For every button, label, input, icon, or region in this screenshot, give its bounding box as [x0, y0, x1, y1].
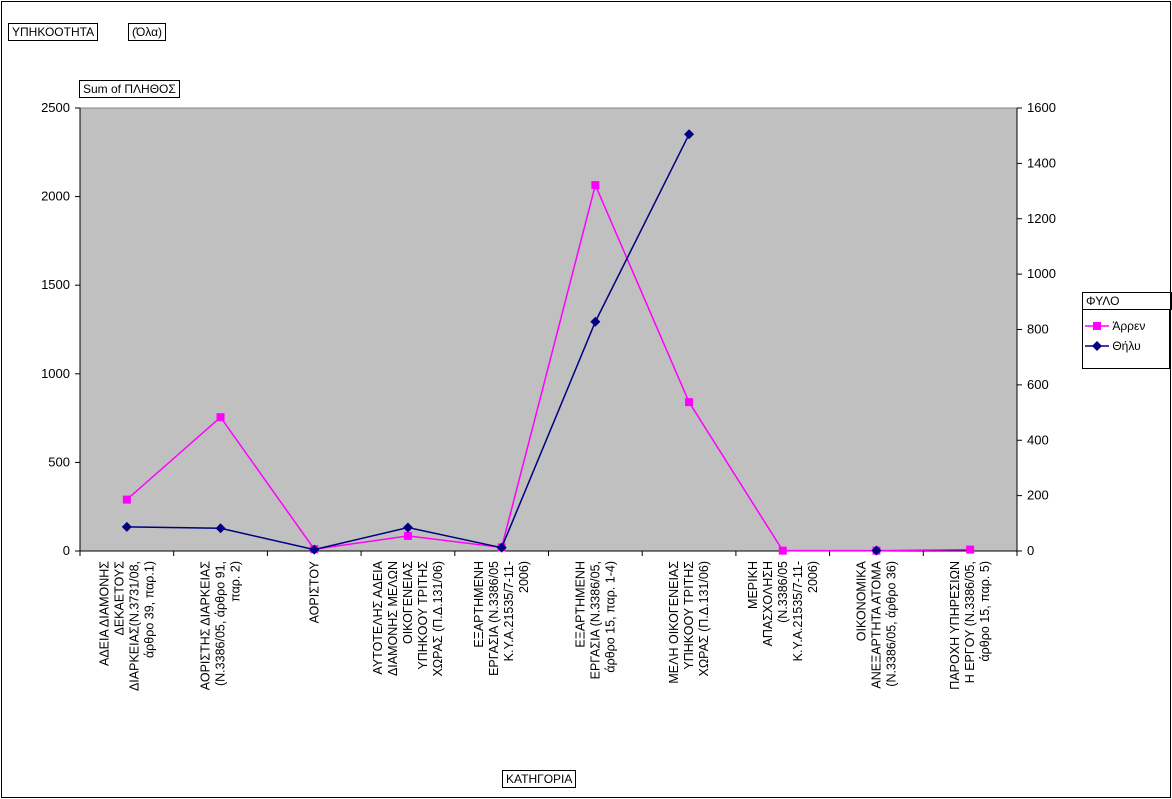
x-tick-label-line: ΑΠΑΣΧΟΛΗΣΗ: [761, 561, 775, 646]
x-tick-label-line: ΔΕΚΑΕΤΟΥΣ: [112, 561, 126, 636]
x-tick-label: ΑΔΕΙΑ ΔΙΑΜΟΝΗΣ ΔΕΚΑΕΤΟΥΣ ΔΙΑΡΚΕΙΑΣ(Ν.3731/…: [97, 561, 156, 691]
filter-value-dropdown[interactable]: (Όλα): [128, 23, 167, 41]
x-tick-label-line: ΔΙΑΜΟΝΗΣ ΜΕΛΩΝ: [386, 561, 400, 676]
series-line-male: [126, 182, 971, 552]
x-tick-label-line: ΠΑΡΟΧΗ ΥΠΗΡΕΣΙΩΝ: [948, 561, 962, 690]
data-point-female: [496, 542, 507, 553]
x-tick-label-line: ΕΡΓΑΣΙΑ (Ν.3386/05,: [588, 561, 602, 679]
filter-field-label: ΥΠΗΚΟΟΤΗΤΑ: [12, 25, 95, 39]
data-point-male: [216, 413, 225, 422]
y-right-tick-label: 1600: [1027, 100, 1056, 115]
x-tick-label: ΟΙΚΟΝΟΜΙΚΑ ΑΝΕΞΑΡΤΗΤΑ ΑΤΟΜΑ (Ν.3386/05, άρ…: [854, 560, 898, 688]
x-tick-label-line: 2006): [517, 561, 531, 593]
legend-item-male: Άρρεν: [1085, 318, 1145, 333]
data-field-button[interactable]: Sum of ΠΛΗΘΟΣ: [79, 80, 180, 98]
data-point-female: [684, 129, 695, 140]
x-tick-label: ΑΟΡΙΣΤΗΣ ΔΙΑΡΚΕΙΑΣ (Ν.3386/05, άρθρο 91, π…: [199, 561, 243, 690]
x-tick-label-line: ΥΠΗΚΟΟΥ ΤΡΙΤΗΣ: [416, 561, 430, 670]
y-left-tick-label: 2500: [41, 100, 70, 115]
filter-field-button[interactable]: ΥΠΗΚΟΟΤΗΤΑ: [8, 23, 99, 41]
y-left-tick-label: 1000: [41, 366, 70, 381]
legend-title-label: ΦΥΛΟ: [1086, 294, 1120, 308]
x-tick-label-line: ΟΙΚΟΓΕΝΕΙΑΣ: [401, 561, 415, 644]
x-tick-label-line: ΕΡΓΑΣΙΑ (Ν.3386/05: [487, 561, 501, 676]
y-right-tick-label: 800: [1027, 322, 1049, 337]
data-point-female: [215, 523, 226, 534]
data-point-female: [871, 545, 882, 556]
y-right-tick-label: 0: [1027, 543, 1034, 558]
y-left-tick-label: 2000: [41, 189, 70, 204]
x-tick-label-line: παρ. 2): [229, 561, 243, 602]
category-field-button[interactable]: ΚΑΤΗΓΟΡΙΑ: [502, 770, 577, 788]
x-tick-label: ΕΞΑΡΤΗΜΕΝΗ ΕΡΓΑΣΙΑ (Ν.3386/05 Κ.Υ.Α.21535/…: [472, 561, 531, 676]
category-field-label: ΚΑΤΗΓΟΡΙΑ: [506, 772, 573, 786]
y-right-tick-label: 400: [1027, 432, 1049, 447]
y-left-tick-label: 0: [63, 543, 70, 558]
x-tick-label: ΠΑΡΟΧΗ ΥΠΗΡΕΣΙΩΝ Η ΕΡΓΟΥ (Ν.3386/05, άρθρο…: [948, 561, 992, 690]
x-tick-label-line: Η ΕΡΓΟΥ (Ν.3386/05,: [963, 561, 977, 683]
y-right-tick-label: 600: [1027, 377, 1049, 392]
legend-item-female: Θήλυ: [1085, 338, 1141, 353]
data-point-female: [121, 521, 132, 532]
x-tick-label-line: Κ.Υ.Α.21535/7-11-: [502, 561, 516, 661]
x-tick-label: ΑΥΤΟΤΕΛΗΣ ΑΔΕΙΑ ΔΙΑΜΟΝΗΣ ΜΕΛΩΝ ΟΙΚΟΓΕΝΕΙΑΣ…: [371, 560, 445, 676]
x-tick-label-line: ΑΔΕΙΑ ΔΙΑΜΟΝΗΣ: [97, 561, 111, 666]
data-point-male: [403, 531, 412, 540]
x-tick-label: ΜΕΡΙΚΗ ΑΠΑΣΧΟΛΗΣΗ (Ν.3386/05 Κ.Υ.Α.21535/7-…: [746, 561, 820, 661]
x-tick-label: ΕΞΑΡΤΗΜΕΝΗ ΕΡΓΑΣΙΑ (Ν.3386/05, άρθρο 15, π…: [573, 561, 617, 679]
legend-title[interactable]: ΦΥΛΟ: [1082, 292, 1172, 310]
legend: ΦΥΛΟ Άρρεν Θήλυ: [1082, 292, 1172, 370]
x-tick-label-line: άρθρο 15, παρ. 5): [978, 561, 992, 662]
x-tick-label-line: ΑΟΡΙΣΤΗΣ ΔΙΑΡΚΕΙΑΣ: [199, 561, 213, 690]
x-tick-label-line: ΑΝΕΞΑΡΤΗΤΑ ΑΤΟΜΑ: [869, 560, 883, 688]
plot-area: [79, 107, 1018, 552]
legend-male-marker: [1085, 319, 1109, 333]
legend-body: Άρρεν Θήλυ: [1082, 310, 1170, 369]
legend-male-label: Άρρεν: [1112, 318, 1146, 333]
data-field-label: Sum of ΠΛΗΘΟΣ: [83, 82, 176, 96]
x-tick-label-line: ΑΥΤΟΤΕΛΗΣ ΑΔΕΙΑ: [371, 560, 385, 674]
x-tick-label-line: άρθρο 39, παρ.1): [142, 561, 156, 658]
data-point-female: [309, 544, 320, 555]
y-right-tick-label: 1200: [1027, 211, 1056, 226]
data-point-female: [590, 316, 601, 327]
x-tick-label: ΜΕΛΗ ΟΙΚΟΓΕΝΕΙΑΣ ΥΠΗΚΟΟΥ ΤΡΙΤΗΣ ΧΩΡΑΣ (Π.Δ…: [667, 561, 711, 684]
x-tick-label-line: Κ.Υ.Α.21535/7-11-: [791, 561, 805, 661]
x-tick-label-line: ΜΕΡΙΚΗ: [746, 561, 760, 609]
data-point-male: [685, 398, 694, 407]
x-tick-label-line: ΧΩΡΑΣ (Π.Δ.131/06): [431, 561, 445, 677]
x-tick-label-line: ΔΙΑΡΚΕΙΑΣ(Ν.3731/08,: [127, 561, 141, 691]
data-point-male: [591, 181, 600, 190]
filter-value-label: (Όλα): [132, 25, 163, 39]
x-tick-label-line: ΜΕΛΗ ΟΙΚΟΓΕΝΕΙΑΣ: [667, 561, 681, 684]
x-tick-label-line: (Ν.3386/05, άρθρο 36): [884, 561, 898, 687]
y-right-tick-label: 1400: [1027, 155, 1056, 170]
x-tick-label-line: ΥΠΗΚΟΟΥ ΤΡΙΤΗΣ: [682, 561, 696, 670]
data-point-female: [402, 522, 413, 533]
x-tick-label-line: ΕΞΑΡΤΗΜΕΝΗ: [573, 561, 587, 648]
x-tick-label-line: άρθρο 15, παρ. 1-4): [603, 561, 617, 673]
x-tick-label-line: 2006): [806, 561, 820, 593]
x-tick-label-line: ΧΩΡΑΣ (Π.Δ.131/06): [697, 561, 711, 677]
x-tick-label-line: (Ν.3386/05, άρθρο 91,: [214, 561, 228, 686]
x-tick-label-line: ΟΙΚΟΝΟΜΙΚΑ: [854, 560, 868, 641]
data-point-male: [122, 495, 131, 504]
x-tick-label-line: ΑΟΡΙΣΤΟΥ: [307, 560, 321, 623]
y-right-tick-label: 1000: [1027, 266, 1056, 281]
legend-female-label: Θήλυ: [1112, 338, 1141, 353]
x-tick-label-line: (Ν.3386/05: [776, 561, 790, 623]
y-right-tick-label: 200: [1027, 488, 1049, 503]
y-left-tick-label: 500: [48, 454, 70, 469]
x-tick-label: ΑΟΡΙΣΤΟΥ: [307, 560, 321, 623]
data-point-male: [966, 545, 975, 554]
data-point-male: [778, 546, 787, 555]
y-left-tick-label: 1500: [41, 277, 70, 292]
x-tick-label-line: ΕΞΑΡΤΗΜΕΝΗ: [472, 561, 486, 648]
legend-female-marker: [1085, 339, 1109, 353]
